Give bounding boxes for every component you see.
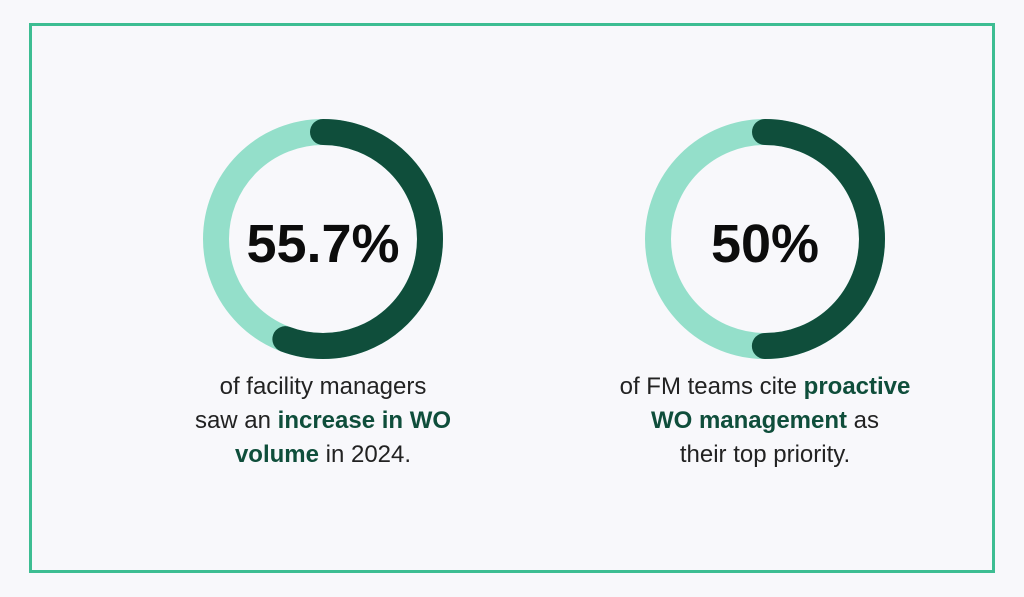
caption-text: their top priority. (679, 441, 851, 468)
caption-text: as (847, 407, 880, 434)
caption-highlight: proactive (803, 373, 911, 400)
caption-highlight: WO management (650, 407, 847, 434)
caption-text: of FM teams cite (619, 373, 804, 400)
infographic-frame: 55.7% of facility managers saw an increa… (29, 23, 995, 573)
stat-value: 55.7% (246, 214, 400, 274)
stat-caption: of FM teams cite proactive WO management… (555, 370, 975, 472)
caption-text: saw an (194, 407, 278, 434)
caption-text: of facility managers (219, 373, 427, 400)
caption-highlight: volume (234, 441, 319, 468)
donut-value-slice (203, 119, 443, 359)
donut-chart-wo-volume (203, 119, 443, 359)
donut-chart-proactive-priority (645, 119, 885, 359)
caption-highlight: increase in WO (277, 407, 452, 434)
stat-value: 50% (710, 214, 820, 274)
caption-text: in 2024. (318, 441, 412, 468)
donut-value-slice (645, 119, 885, 359)
stat-caption: of facility managers saw an increase in … (113, 370, 533, 472)
